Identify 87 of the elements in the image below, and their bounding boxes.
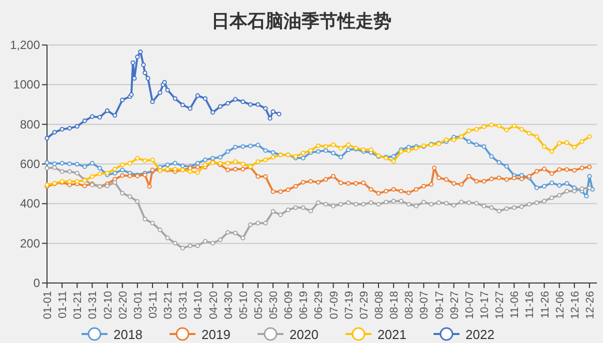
x-tick-label: 01-11 xyxy=(57,291,70,318)
x-tick-label: 10-07 xyxy=(464,291,476,320)
point xyxy=(130,60,136,65)
x-tick-label: 09-07 xyxy=(418,291,431,320)
legend-label: 2022 xyxy=(466,327,494,342)
point xyxy=(82,118,87,124)
x-tick-label: 12-26 xyxy=(584,291,596,320)
y-tick-label: 800 xyxy=(20,117,40,132)
point xyxy=(146,76,150,81)
x-tick-label: 10-17 xyxy=(478,291,491,320)
point xyxy=(172,96,178,101)
x-tick-label: 08-08 xyxy=(374,291,386,320)
x-tick-label: 07-09 xyxy=(328,291,340,320)
point xyxy=(97,114,102,120)
point xyxy=(276,112,282,116)
x-tick-label: 02-10 xyxy=(102,291,114,320)
point xyxy=(218,104,223,109)
x-tick-label: 09-27 xyxy=(448,291,461,320)
point xyxy=(150,99,155,104)
x-tick-label: 11-26 xyxy=(539,291,552,318)
point xyxy=(142,70,148,76)
x-tick-label: 01-21 xyxy=(72,291,84,320)
x-tick-label: 12-16 xyxy=(569,291,582,320)
x-tick-label: 03-01 xyxy=(132,291,144,320)
x-tick-label: 06-09 xyxy=(283,291,296,320)
point xyxy=(112,113,118,118)
point xyxy=(67,126,72,131)
point xyxy=(141,62,146,68)
x-tick-label: 11-16 xyxy=(524,291,536,318)
y-tick-label: 600 xyxy=(20,157,40,171)
x-tick-label: 04-10 xyxy=(192,291,205,320)
point xyxy=(256,102,260,107)
x-tick-label: 08-28 xyxy=(404,291,416,320)
legend-label: 2021 xyxy=(378,327,406,342)
x-tick-label: 03-21 xyxy=(162,291,175,320)
point xyxy=(52,130,57,135)
x-tick-label: 07-19 xyxy=(343,291,356,320)
point xyxy=(248,102,253,107)
x-tick-label: 01-31 xyxy=(87,291,100,320)
y-tick-label: 400 xyxy=(20,196,40,211)
x-tick-label: 01-01 xyxy=(42,291,54,320)
x-tick-label: 04-20 xyxy=(208,291,220,320)
x-tick-label: 06-29 xyxy=(313,291,326,320)
x-tick-label: 05-20 xyxy=(252,291,265,320)
x-tick-label: 04-30 xyxy=(222,291,235,320)
point xyxy=(180,102,185,108)
point xyxy=(74,124,80,129)
point xyxy=(210,110,216,115)
x-tick-label: 05-10 xyxy=(238,291,250,320)
legend-label: 2020 xyxy=(290,327,318,342)
point xyxy=(233,97,238,102)
x-tick-label: 10-27 xyxy=(494,291,506,320)
point xyxy=(104,108,110,113)
point xyxy=(268,116,272,121)
point xyxy=(135,54,140,60)
point xyxy=(162,80,167,85)
point xyxy=(188,106,192,111)
x-tick-label: 06-19 xyxy=(298,291,310,320)
point xyxy=(120,98,125,102)
point xyxy=(90,114,95,119)
point xyxy=(263,106,268,111)
x-tick-label: 08-18 xyxy=(388,291,401,320)
x-tick-label: 03-11 xyxy=(147,291,160,318)
x-tick-label: 11-06 xyxy=(509,291,522,318)
point xyxy=(165,88,170,92)
legend-label: 2018 xyxy=(114,327,142,342)
point xyxy=(60,126,64,132)
x-tick-label: 09-17 xyxy=(434,291,446,320)
y-tick-label: 200 xyxy=(20,236,40,250)
point xyxy=(195,93,200,98)
y-tick-label: 0 xyxy=(33,276,40,290)
chart-title: 日本石脑油季节性走势 xyxy=(212,11,392,31)
x-tick-label: 12-06 xyxy=(554,291,566,320)
point xyxy=(240,99,246,104)
x-tick-label: 07-29 xyxy=(358,291,370,320)
y-tick-label: 1,200 xyxy=(10,38,40,52)
point xyxy=(44,136,50,141)
point xyxy=(202,96,208,101)
point xyxy=(158,90,162,95)
x-tick-label: 03-31 xyxy=(178,291,190,320)
y-tick-label: 1000 xyxy=(13,78,40,92)
x-tick-label: 05-30 xyxy=(268,291,280,320)
point xyxy=(226,101,230,106)
point xyxy=(138,49,143,54)
x-tick-label: 02-20 xyxy=(117,291,130,320)
legend-label: 2019 xyxy=(202,327,230,342)
point xyxy=(270,109,276,114)
